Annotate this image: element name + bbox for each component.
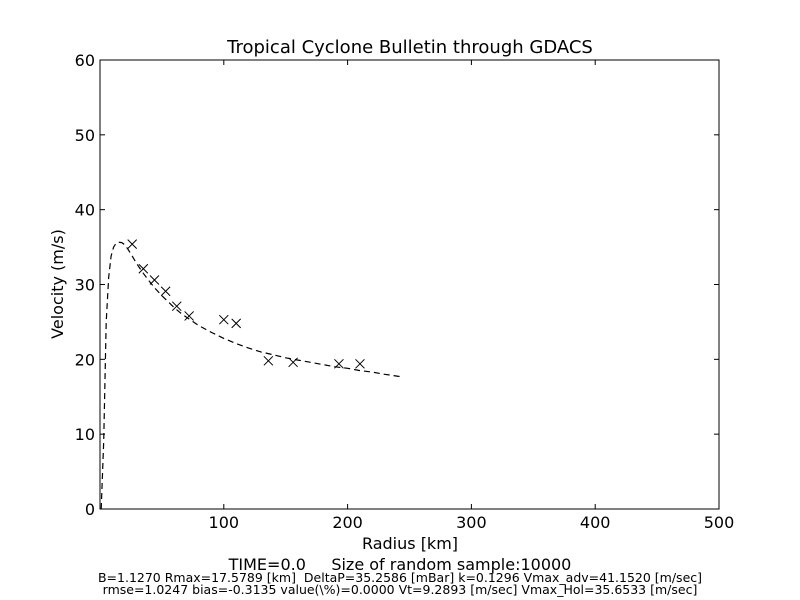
x-tick-label: 200 <box>332 513 363 532</box>
observation-point <box>218 314 229 325</box>
observation-point <box>355 358 365 369</box>
observation-point <box>184 311 194 321</box>
y-tick-label: 60 <box>75 51 95 70</box>
x-axis-label: Radius [km] <box>362 534 458 553</box>
observation-point <box>231 318 242 329</box>
observation-point <box>288 357 298 368</box>
y-tick-label: 20 <box>75 350 95 369</box>
x-tick-label: 400 <box>580 513 611 532</box>
y-axis-label: Velocity (m/s) <box>48 229 67 339</box>
observation-point <box>160 286 171 297</box>
footer-line-2: B=1.1270 Rmax=17.5789 [km] DeltaP=35.258… <box>98 570 702 585</box>
observation-point <box>127 239 138 249</box>
y-tick-label: 30 <box>75 276 95 295</box>
observation-point <box>263 355 274 366</box>
observation-point <box>171 301 182 312</box>
y-tick-label: 10 <box>75 425 95 444</box>
y-tick-label: 0 <box>85 500 95 519</box>
observation-point <box>138 263 149 274</box>
model-curve-line <box>100 241 400 510</box>
observation-point <box>149 275 160 285</box>
series-layer <box>100 239 400 510</box>
chart-title: Tropical Cyclone Bulletin through GDACS <box>226 37 593 58</box>
x-tick-label: 100 <box>209 513 240 532</box>
y-tick-label: 50 <box>75 126 95 145</box>
x-tick-label: 500 <box>704 513 735 532</box>
plot-area <box>99 59 720 510</box>
footer-line-3: rmse=1.0247 bias=-0.3135 value(\%)=0.000… <box>103 582 698 597</box>
observation-point <box>334 358 344 369</box>
footer-line-1: TIME=0.0 Size of random sample:10000 <box>228 555 572 574</box>
y-axis: 0 10 20 30 40 50 60 <box>75 51 719 519</box>
x-tick-label: 300 <box>456 513 487 532</box>
x-axis: 100 200 300 400 500 <box>209 60 735 532</box>
y-tick-label: 40 <box>75 201 95 220</box>
